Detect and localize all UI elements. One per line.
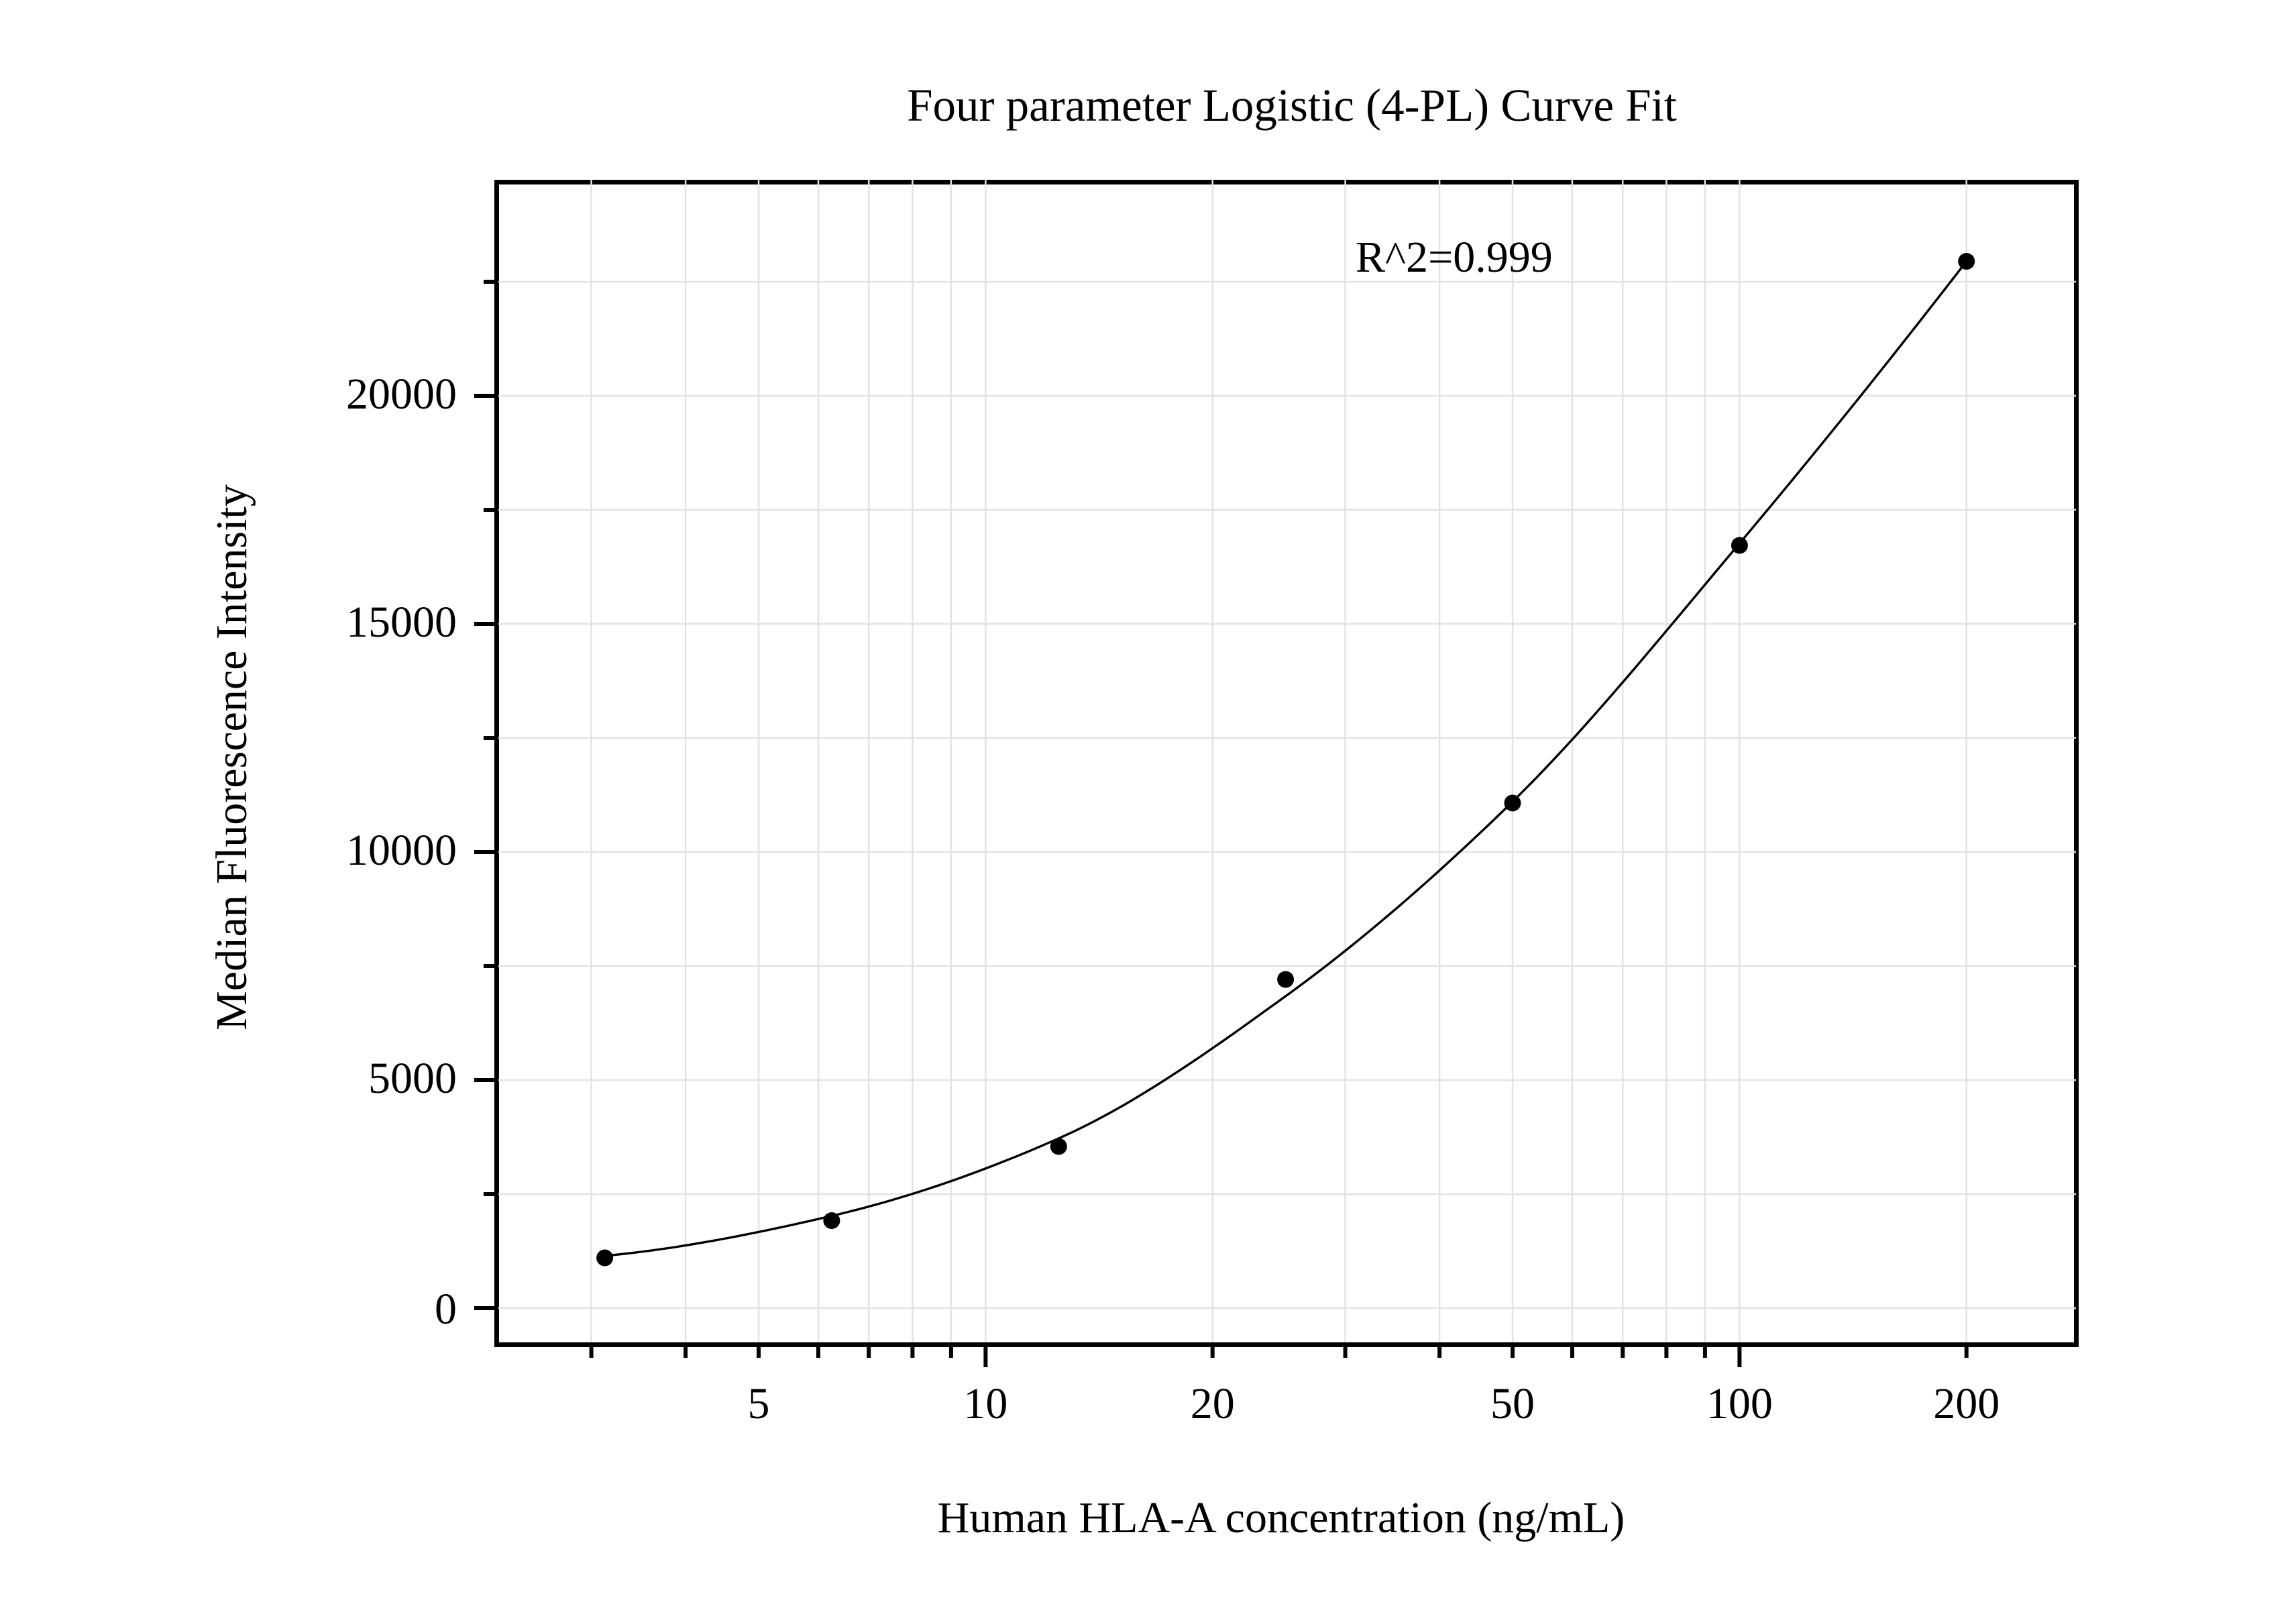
svg-text:5: 5 (748, 1379, 770, 1428)
svg-text:5000: 5000 (368, 1054, 457, 1103)
svg-text:0: 0 (435, 1285, 457, 1334)
svg-text:20: 20 (1191, 1379, 1235, 1428)
svg-text:Median Fluorescence Intensity: Median Fluorescence Intensity (207, 484, 256, 1030)
svg-text:10000: 10000 (346, 826, 457, 875)
svg-text:Human HLA-A concentration (ng/: Human HLA-A concentration (ng/mL) (938, 1493, 1625, 1542)
svg-text:50: 50 (1490, 1379, 1535, 1428)
svg-text:Four parameter Logistic (4-PL): Four parameter Logistic (4-PL) Curve Fit (907, 80, 1677, 131)
svg-text:20000: 20000 (346, 370, 457, 419)
svg-text:15000: 15000 (346, 598, 457, 647)
svg-text:100: 100 (1706, 1379, 1773, 1428)
svg-text:10: 10 (963, 1379, 1007, 1428)
svg-text:R^2=0.999: R^2=0.999 (1356, 233, 1553, 282)
svg-text:200: 200 (1933, 1379, 2000, 1428)
